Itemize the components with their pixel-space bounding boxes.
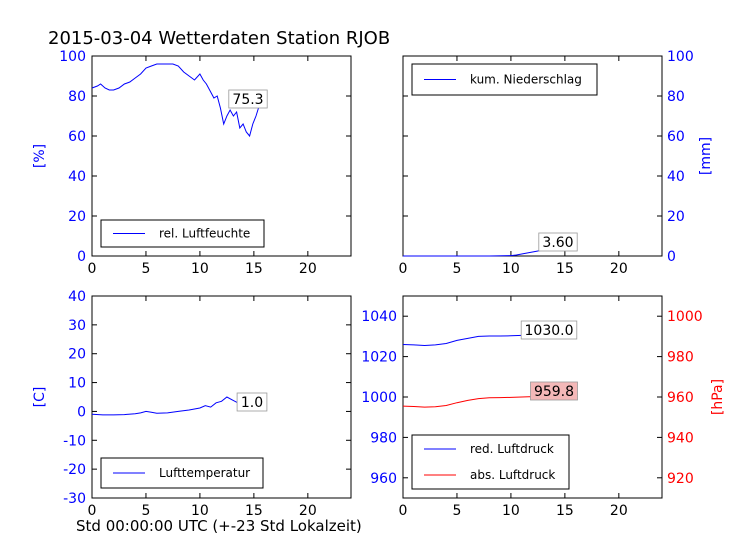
- precipitation-y-tick-label: 60: [667, 129, 685, 145]
- pressure-x-tick-label: 10: [502, 503, 520, 519]
- precipitation-value-label-box: [538, 232, 578, 252]
- precipitation-x-tick-label: 0: [399, 261, 408, 277]
- temperature-x-tick-label: 5: [141, 503, 150, 519]
- precipitation-x-tick-label: 5: [452, 261, 461, 277]
- temperature-x-tick-label: 0: [88, 503, 97, 519]
- temperature-x-tick-label: 20: [299, 503, 317, 519]
- footer-label: Std 00:00:00 UTC (+-23 Std Lokalzeit): [76, 517, 362, 535]
- pressure-x-tick-label: 0: [399, 503, 408, 519]
- pressure-abs-value-label-box: [530, 381, 578, 401]
- humidity-x-tick-label: 5: [141, 261, 150, 277]
- pressure-y-tick-label: 1000: [361, 390, 397, 406]
- temperature-y-tick-label: 20: [68, 347, 86, 363]
- temperature-y-tick-label: -30: [63, 491, 86, 507]
- precipitation-ylabel: [mm]: [698, 137, 714, 175]
- precipitation-value-label: 3.60: [542, 235, 573, 251]
- pressure-x-tick-label: 5: [452, 503, 461, 519]
- humidity-x-tick-label: 20: [299, 261, 317, 277]
- figure-title: 2015-03-04 Wetterdaten Station RJOB: [48, 28, 390, 49]
- precipitation-legend-label: kum. Niederschlag: [470, 73, 582, 87]
- precipitation-y-tick-label: 80: [667, 89, 685, 105]
- pressure-y-right-tick-label: 980: [667, 350, 694, 366]
- temperature-x-tick-label: 15: [245, 503, 263, 519]
- temperature-value-label-box: [236, 392, 268, 412]
- pressure-red-value-label-box: [520, 320, 578, 340]
- humidity-y-tick-label: 40: [68, 169, 86, 185]
- pressure-y-tick-label: 960: [370, 471, 397, 487]
- pressure-y-tick-label: 980: [370, 430, 397, 446]
- temperature-y-tick-label: 0: [77, 404, 86, 420]
- pressure-y-right-tick-label: 1000: [667, 309, 703, 325]
- pressure-y-right-tick-label: 920: [667, 471, 694, 487]
- precipitation-y-tick-label: 100: [667, 49, 694, 65]
- pressure-y-tick-label: 1040: [361, 309, 397, 325]
- humidity-legend-label: rel. Luftfeuchte: [159, 227, 250, 241]
- humidity-x-tick-label: 15: [245, 261, 263, 277]
- temperature-y-tick-label: 10: [68, 376, 86, 392]
- temperature-ylabel: [C]: [32, 387, 48, 408]
- temperature-y-tick-label: -20: [63, 462, 86, 478]
- humidity-value-label-box: [228, 89, 268, 109]
- pressure-y-tick-label: 1020: [361, 350, 397, 366]
- temperature-x-tick-label: 10: [191, 503, 209, 519]
- humidity-x-tick-label: 0: [88, 261, 97, 277]
- temperature-y-tick-label: 30: [68, 318, 86, 334]
- humidity-x-tick-label: 10: [191, 261, 209, 277]
- pressure-y-right-tick-label: 960: [667, 390, 694, 406]
- precipitation-panel: 0 5 10 15 20 0 20 40 60 80 100 [mm] 3.60 kum. Nieders…: [399, 49, 714, 277]
- humidity-y-tick-label: 0: [77, 249, 86, 265]
- precipitation-x-tick-label: 10: [502, 261, 520, 277]
- temperature-y-tick-label: -10: [63, 433, 86, 449]
- humidity-y-tick-label: 20: [68, 209, 86, 225]
- humidity-value-label: 75.3: [232, 92, 263, 108]
- humidity-y-tick-label: 100: [59, 49, 86, 65]
- pressure-legend-label: red. Luftdruck: [470, 442, 554, 456]
- temperature-legend-label: Lufttemperatur: [159, 466, 250, 480]
- humidity-panel: 0 5 10 15 20 0 20 40 60 80 100 [%] 75.3 rel. Luftfeuc…: [32, 49, 352, 277]
- pressure-ylabel: [hPa]: [710, 379, 726, 415]
- temperature-value-label: 1.0: [241, 395, 263, 411]
- pressure-legend-label: abs. Luftdruck: [470, 468, 555, 482]
- pressure-red-value-label: 1030.0: [525, 323, 574, 339]
- humidity-ylabel: [%]: [32, 144, 48, 168]
- pressure-x-tick-label: 15: [556, 503, 574, 519]
- humidity-y-tick-label: 80: [68, 89, 86, 105]
- humidity-line: [91, 63, 260, 138]
- pressure-panel: 0 5 10 15 20 960 980 1000 1020 1040 920 940 960 980 10…: [361, 295, 726, 519]
- humidity-y-tick-label: 60: [68, 129, 86, 145]
- precipitation-y-tick-label: 20: [667, 209, 685, 225]
- temperature-y-tick-label: 40: [68, 289, 86, 305]
- temperature-panel: 0 5 10 15 20 -30 -20 -10 0 10 20 30 40 [C] 1.0 Lufttemp…: [32, 289, 352, 519]
- precipitation-y-tick-label: 40: [667, 169, 685, 185]
- precipitation-x-tick-label: 15: [556, 261, 574, 277]
- pressure-x-tick-label: 20: [610, 503, 628, 519]
- precipitation-y-tick-label: 0: [667, 249, 676, 265]
- pressure-y-right-tick-label: 940: [667, 430, 694, 446]
- precipitation-x-tick-label: 20: [610, 261, 628, 277]
- pressure-legend: [411, 434, 570, 490]
- pressure-abs-value-label: 959.8: [534, 384, 574, 400]
